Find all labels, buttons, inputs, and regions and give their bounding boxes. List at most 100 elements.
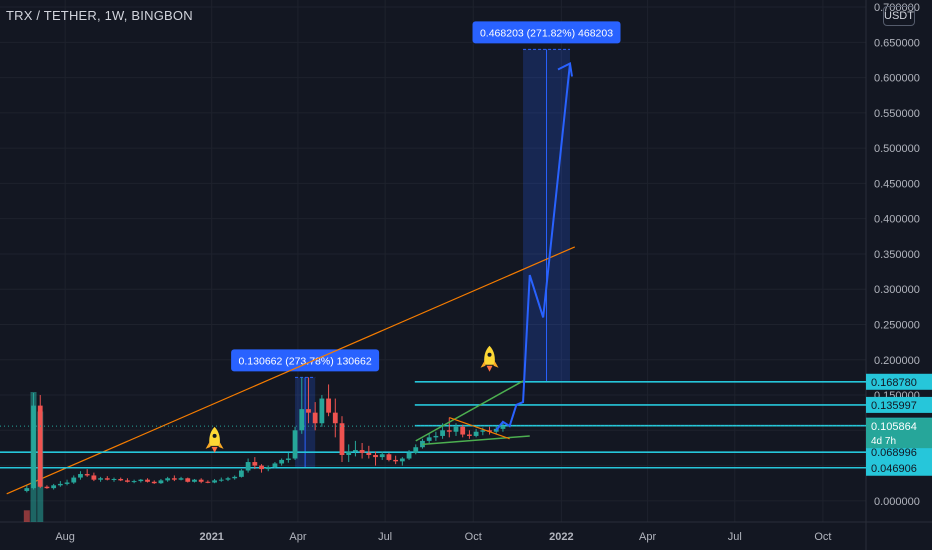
current-price-tag: 0.105864 4d 7h <box>866 418 932 449</box>
candle <box>245 458 251 473</box>
candle-body <box>332 412 338 424</box>
candle <box>98 476 103 482</box>
measure-label: 0.468203 (271.82%) 468203 <box>480 27 613 39</box>
pattern-lower-line <box>422 435 530 446</box>
candle-body <box>480 430 486 432</box>
candle <box>218 477 224 482</box>
candle <box>473 428 479 438</box>
candle-body <box>299 409 305 431</box>
candle <box>44 485 50 489</box>
candle <box>487 426 492 435</box>
x-tick-label: Oct <box>465 531 482 543</box>
measure-label: 0.130662 (273.78%) 130662 <box>239 355 372 367</box>
candle <box>192 478 197 483</box>
projection-arrowhead <box>557 61 573 77</box>
current-price-bg <box>866 418 932 449</box>
candle-body <box>239 470 244 477</box>
candle <box>51 483 57 490</box>
candle <box>379 451 385 460</box>
y-tick-label: 0.400000 <box>874 214 920 226</box>
x-tick-label: Jul <box>728 531 742 543</box>
candle <box>406 450 412 460</box>
rocket-fin <box>480 360 499 368</box>
candle-body <box>292 430 298 459</box>
candle-body <box>306 409 311 413</box>
candle <box>353 440 358 457</box>
candle-body <box>125 480 130 482</box>
candle-body <box>198 479 204 482</box>
candle <box>446 417 452 438</box>
symbol-header: TRX / TETHER, 1W, BINGBON <box>6 8 193 23</box>
candle-body <box>406 452 412 459</box>
candle <box>125 478 130 483</box>
candle <box>279 458 285 466</box>
candle <box>393 455 399 465</box>
bar-countdown-text: 4d 7h <box>871 436 896 447</box>
candle <box>84 469 90 477</box>
candle-body <box>373 454 378 458</box>
x-tick-label: Jul <box>378 531 392 543</box>
candle-body <box>379 454 385 458</box>
candle <box>285 452 291 463</box>
candle <box>232 475 238 480</box>
candle-body <box>225 478 231 480</box>
level-price-tag: 0.168780 <box>866 373 932 390</box>
candle <box>433 431 439 441</box>
candle-body <box>487 430 492 432</box>
candle-body <box>440 430 445 436</box>
candle <box>205 480 211 484</box>
candle-body <box>413 447 419 453</box>
candle-body <box>44 486 50 489</box>
y-tick-label: 0.600000 <box>874 73 920 85</box>
candle <box>500 421 506 432</box>
candle <box>299 377 305 434</box>
y-tick-label: 0.000000 <box>874 496 920 508</box>
candle <box>111 477 117 482</box>
y-tick-label: 0.450000 <box>874 178 920 190</box>
candle-body <box>158 480 164 484</box>
measure-box: 0.130662 (273.78%) 130662 <box>231 349 380 468</box>
candle-body <box>71 477 77 483</box>
candle <box>272 462 278 469</box>
candle <box>158 478 164 484</box>
candle-body <box>346 451 352 455</box>
candle <box>104 476 110 481</box>
x-axis: Aug 2021 Apr Jul Oct 2022 Apr Jul Oct <box>55 0 831 543</box>
level-tag-bg <box>866 373 932 390</box>
candle <box>91 472 97 482</box>
candle-body <box>37 405 43 487</box>
x-tick-label: 2021 <box>199 531 223 543</box>
level-tag-text: 0.046906 <box>871 463 917 475</box>
candle <box>31 392 36 490</box>
candle-body <box>386 454 392 460</box>
x-tick-label: Oct <box>814 531 831 543</box>
candle-body <box>165 478 171 481</box>
candle-body <box>272 463 278 467</box>
candle-body <box>24 488 30 491</box>
candle-body <box>393 459 399 462</box>
pattern-upper-line <box>415 380 524 442</box>
candle-body <box>91 475 97 480</box>
candle <box>359 442 365 459</box>
level-tag-bg <box>866 396 932 413</box>
candle-body <box>104 478 110 480</box>
candle <box>399 457 405 466</box>
x-tick-label: Aug <box>55 531 75 543</box>
candle <box>339 416 345 463</box>
candle-body <box>326 398 331 413</box>
y-tick-label: 0.200000 <box>874 355 920 367</box>
candle <box>453 423 459 436</box>
candle-body <box>453 426 459 432</box>
candle-body <box>218 479 224 481</box>
candle <box>312 402 318 431</box>
candle <box>78 471 83 480</box>
y-axis: 0.0000000.0500000.1000000.1500000.200000… <box>0 2 920 508</box>
currency-unit-button[interactable]: USDT <box>883 6 915 26</box>
candle-body <box>319 398 325 424</box>
candle <box>71 475 77 484</box>
candle <box>171 475 177 482</box>
candle <box>386 452 392 462</box>
candle <box>265 465 271 472</box>
candle-body <box>493 428 499 432</box>
